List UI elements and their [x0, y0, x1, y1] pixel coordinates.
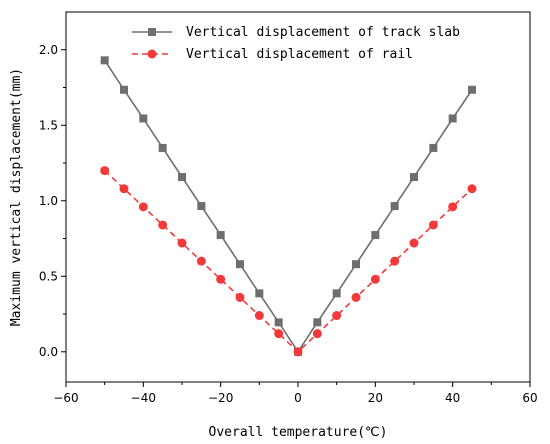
data-point: [178, 173, 186, 182]
legend: Vertical displacement of track slab Verti…: [132, 25, 460, 62]
y-axis: 0.0 0.5 1.0 1.5 2.0: [39, 43, 66, 359]
data-point: [467, 184, 477, 194]
plot-border: [65, 11, 531, 383]
y-tick-label: 0.0: [39, 345, 58, 359]
series-line: [104, 170, 473, 353]
data-point: [196, 256, 206, 266]
x-tick-label: −40: [131, 391, 156, 405]
y-axis-title: Maximum vertical displacement(mm): [9, 68, 24, 326]
plot-frame: [65, 11, 531, 383]
y-tick-label: 1.5: [39, 118, 58, 132]
legend-marker: [148, 28, 156, 36]
x-tick-label: −60: [53, 391, 78, 405]
x-tick-label: 40: [445, 391, 460, 405]
data-point: [216, 231, 225, 240]
x-tick-label: 60: [522, 391, 537, 405]
data-point: [352, 260, 360, 269]
data-point: [428, 220, 438, 230]
x-tick-label: 0: [294, 391, 302, 405]
data-point: [139, 114, 148, 123]
y-tick-label: 0.5: [39, 269, 58, 283]
data-point: [255, 289, 264, 298]
data-point: [158, 143, 167, 152]
data-point: [216, 274, 226, 284]
data-point: [120, 85, 128, 94]
data-point: [429, 143, 438, 152]
data-point: [370, 274, 380, 284]
data-point: [274, 318, 283, 327]
data-point: [332, 311, 342, 321]
y-tick-label: 2.0: [39, 43, 58, 57]
data-point: [371, 231, 380, 240]
x-axis: −60 −40 −20 0 20 40 60: [53, 382, 538, 405]
data-point: [119, 184, 129, 194]
data-point: [312, 329, 322, 339]
x-tick-label: 20: [368, 391, 383, 405]
data-point: [274, 329, 284, 339]
data-point: [254, 311, 264, 321]
data-point: [409, 238, 419, 248]
data-point: [448, 202, 458, 212]
data-point: [390, 202, 399, 211]
data-point: [197, 202, 206, 211]
series-layer: [100, 56, 477, 357]
x-tick-label: −20: [208, 391, 233, 405]
y-tick-label: 1.0: [39, 194, 58, 208]
series-line: [104, 59, 473, 354]
legend-marker: [147, 49, 157, 59]
data-point: [138, 202, 148, 212]
legend-label: Vertical displacement of track slab: [186, 25, 460, 40]
data-point: [293, 347, 303, 357]
series-2: [100, 166, 477, 357]
data-point: [177, 238, 187, 248]
data-point: [158, 220, 168, 230]
data-point: [100, 56, 109, 65]
series-1: [100, 56, 476, 356]
data-point: [235, 292, 245, 302]
data-point: [468, 85, 476, 94]
data-point: [236, 260, 244, 269]
data-point: [313, 318, 322, 327]
data-point: [351, 292, 361, 302]
legend-label: Vertical displacement of rail: [186, 47, 413, 62]
x-axis-title: Overall temperature(℃): [209, 425, 388, 440]
data-point: [390, 256, 400, 266]
data-point: [410, 173, 418, 182]
data-point: [332, 289, 341, 298]
data-point: [448, 114, 457, 123]
data-point: [100, 166, 110, 176]
